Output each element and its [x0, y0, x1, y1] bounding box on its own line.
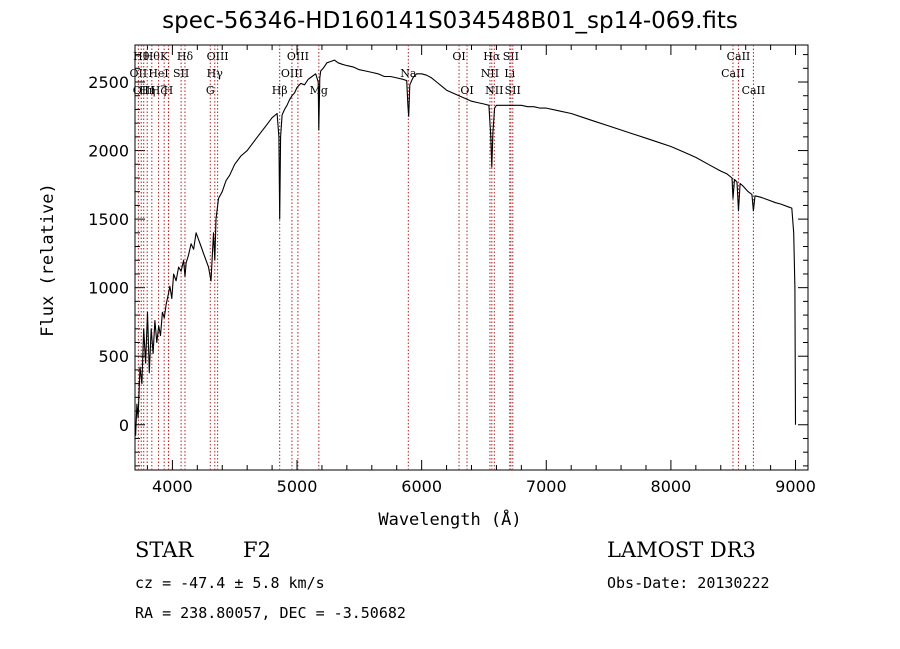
- spectral-line-label: Hζ: [151, 84, 167, 97]
- spectral-type: F2: [243, 538, 271, 562]
- spectral-line-label: SII: [505, 84, 521, 97]
- x-axis-label: Wavelength (Å): [378, 510, 522, 530]
- spectral-line-label: OIII: [207, 50, 229, 63]
- spectral-line-label: Li: [504, 67, 515, 80]
- spectral-line-label: OIII: [281, 67, 303, 80]
- chart-title: spec-56346-HD160141S034548B01_sp14-069.f…: [162, 8, 738, 34]
- y-tick-label: 1500: [88, 210, 129, 229]
- spectral-line-label: OI: [460, 84, 473, 97]
- y-tick-label: 2500: [88, 73, 129, 92]
- spectral-line-label: K: [160, 50, 169, 63]
- spectral-line-label: NII: [485, 84, 503, 97]
- spectrum-series-line: [135, 59, 797, 436]
- observation-date: Obs-Date: 20130222: [607, 574, 770, 592]
- y-tick-label: 2000: [88, 142, 129, 161]
- spectral-line-label: CaII: [721, 67, 745, 80]
- x-tick-label: 4000: [152, 477, 193, 496]
- survey-name: LAMOST DR3: [607, 538, 756, 562]
- spectral-line-label: OII: [130, 67, 148, 80]
- y-tick-label: 1000: [88, 279, 129, 298]
- spectral-line-label: SII: [173, 67, 189, 80]
- y-tick-label: 500: [98, 347, 129, 366]
- spectral-line-label: OI: [452, 50, 465, 63]
- spectral-line-label: Hδ: [177, 50, 194, 63]
- spectral-line-label: SII: [503, 50, 519, 63]
- y-axis-label: Flux (relative): [38, 183, 58, 337]
- spectral-line-label: Hη: [139, 84, 155, 97]
- plot-frame: [134, 44, 809, 471]
- spectral-line-label: NII: [481, 67, 499, 80]
- spectral-line-label: G: [206, 84, 215, 97]
- spectral-line-label: HeI: [148, 67, 168, 80]
- x-tick-label: 8000: [651, 477, 692, 496]
- spectral-line-label: OIII: [133, 84, 155, 97]
- x-tick-label: 6000: [401, 477, 442, 496]
- x-tick-label: 7000: [526, 477, 567, 496]
- spectral-line-label: Hθ: [144, 50, 161, 63]
- coordinates: RA = 238.80057, DEC = -3.50682: [135, 604, 406, 622]
- spectral-line-label: CaII: [742, 84, 766, 97]
- spectral-line-label: Hγ: [207, 67, 224, 80]
- spectral-line-label: Hθ: [133, 50, 150, 63]
- spectral-line-label: Hα: [483, 50, 501, 63]
- x-tick-label: 9000: [775, 477, 816, 496]
- spectral-line-label: OIII: [287, 50, 309, 63]
- spectral-line-label: Hβ: [272, 84, 288, 97]
- object-type: STAR: [135, 538, 194, 562]
- y-tick-label: 0: [119, 416, 129, 435]
- x-tick-label: 5000: [277, 477, 318, 496]
- redshift-velocity: cz = -47.4 ± 5.8 km/s: [135, 574, 325, 592]
- spectral-line-label: Na: [400, 67, 417, 80]
- spectral-line-label: CaII: [727, 50, 751, 63]
